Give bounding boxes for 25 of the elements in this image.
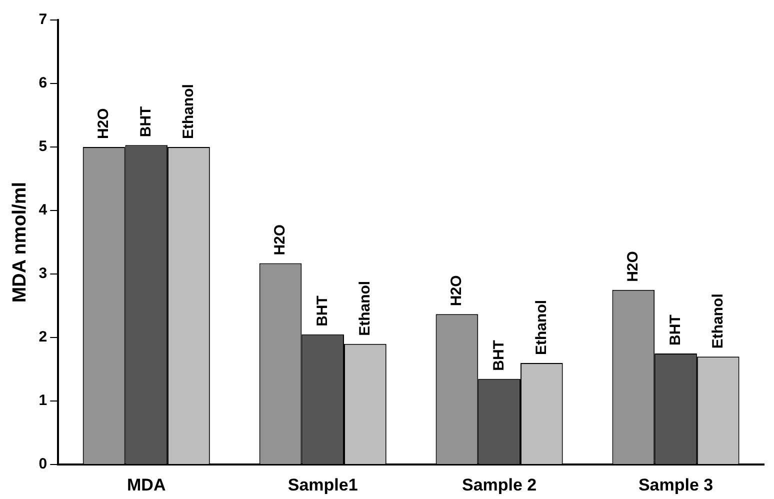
text: BHT — [138, 106, 155, 138]
text: Ethanol — [709, 294, 726, 349]
text: Ethanol — [356, 280, 374, 336]
text: H2O — [624, 251, 642, 282]
y-tick-label: 3 — [38, 265, 48, 282]
y-axis-title: MDA nmol/ml — [10, 182, 31, 303]
y-tick-label: 4 — [38, 202, 48, 219]
y-tick-label: 2 — [38, 328, 48, 346]
text: BHT — [314, 296, 331, 326]
text: H2O — [448, 275, 466, 306]
text: H2O — [272, 224, 289, 256]
y-tick-label: 5 — [38, 138, 48, 156]
x-tick-label: Sample 2 — [462, 475, 537, 494]
text: H2O — [95, 108, 112, 140]
y-tick-label: 0 — [38, 456, 48, 473]
y-tick-label: 7 — [38, 11, 48, 28]
x-tick-label: Sample1 — [288, 475, 358, 494]
y-tick-label: 6 — [38, 74, 48, 92]
text: BHT — [666, 314, 684, 346]
x-tick-label: MDA — [127, 475, 166, 494]
text: BHT — [490, 340, 508, 371]
text: Ethanol — [180, 84, 197, 140]
y-tick-label: 1 — [38, 392, 48, 410]
x-tick-label: Sample 3 — [638, 475, 714, 494]
text: Ethanol — [532, 300, 550, 355]
